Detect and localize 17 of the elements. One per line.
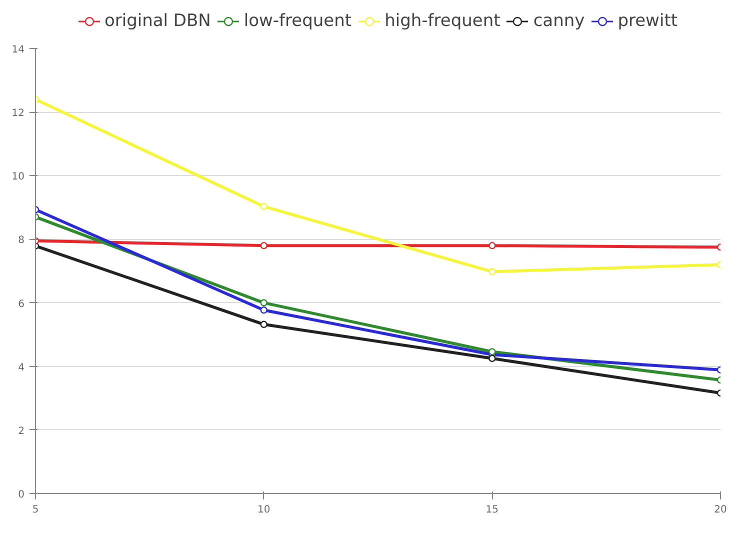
legend-label: low-frequent xyxy=(244,11,352,31)
y-tick-label: 8 xyxy=(18,235,25,246)
legend-label: prewitt xyxy=(618,11,678,31)
legend-label: original DBN xyxy=(104,11,211,31)
x-tick-label: 20 xyxy=(714,504,727,516)
legend-label: high-frequent xyxy=(384,11,500,31)
y-tick-label: 10 xyxy=(12,172,25,183)
x-tick-label: 5 xyxy=(32,504,39,516)
x-tick-label: 10 xyxy=(257,504,270,516)
x-tick-label: 15 xyxy=(486,504,499,516)
y-tick-label: 2 xyxy=(18,426,25,437)
y-tick-label: 4 xyxy=(18,362,25,374)
y-tick-label: 0 xyxy=(18,490,25,500)
y-tick-label: 6 xyxy=(18,298,25,310)
y-tick-label: 12 xyxy=(12,108,25,120)
y-tick-label: 14 xyxy=(12,44,25,56)
legend-label: canny xyxy=(533,11,585,31)
